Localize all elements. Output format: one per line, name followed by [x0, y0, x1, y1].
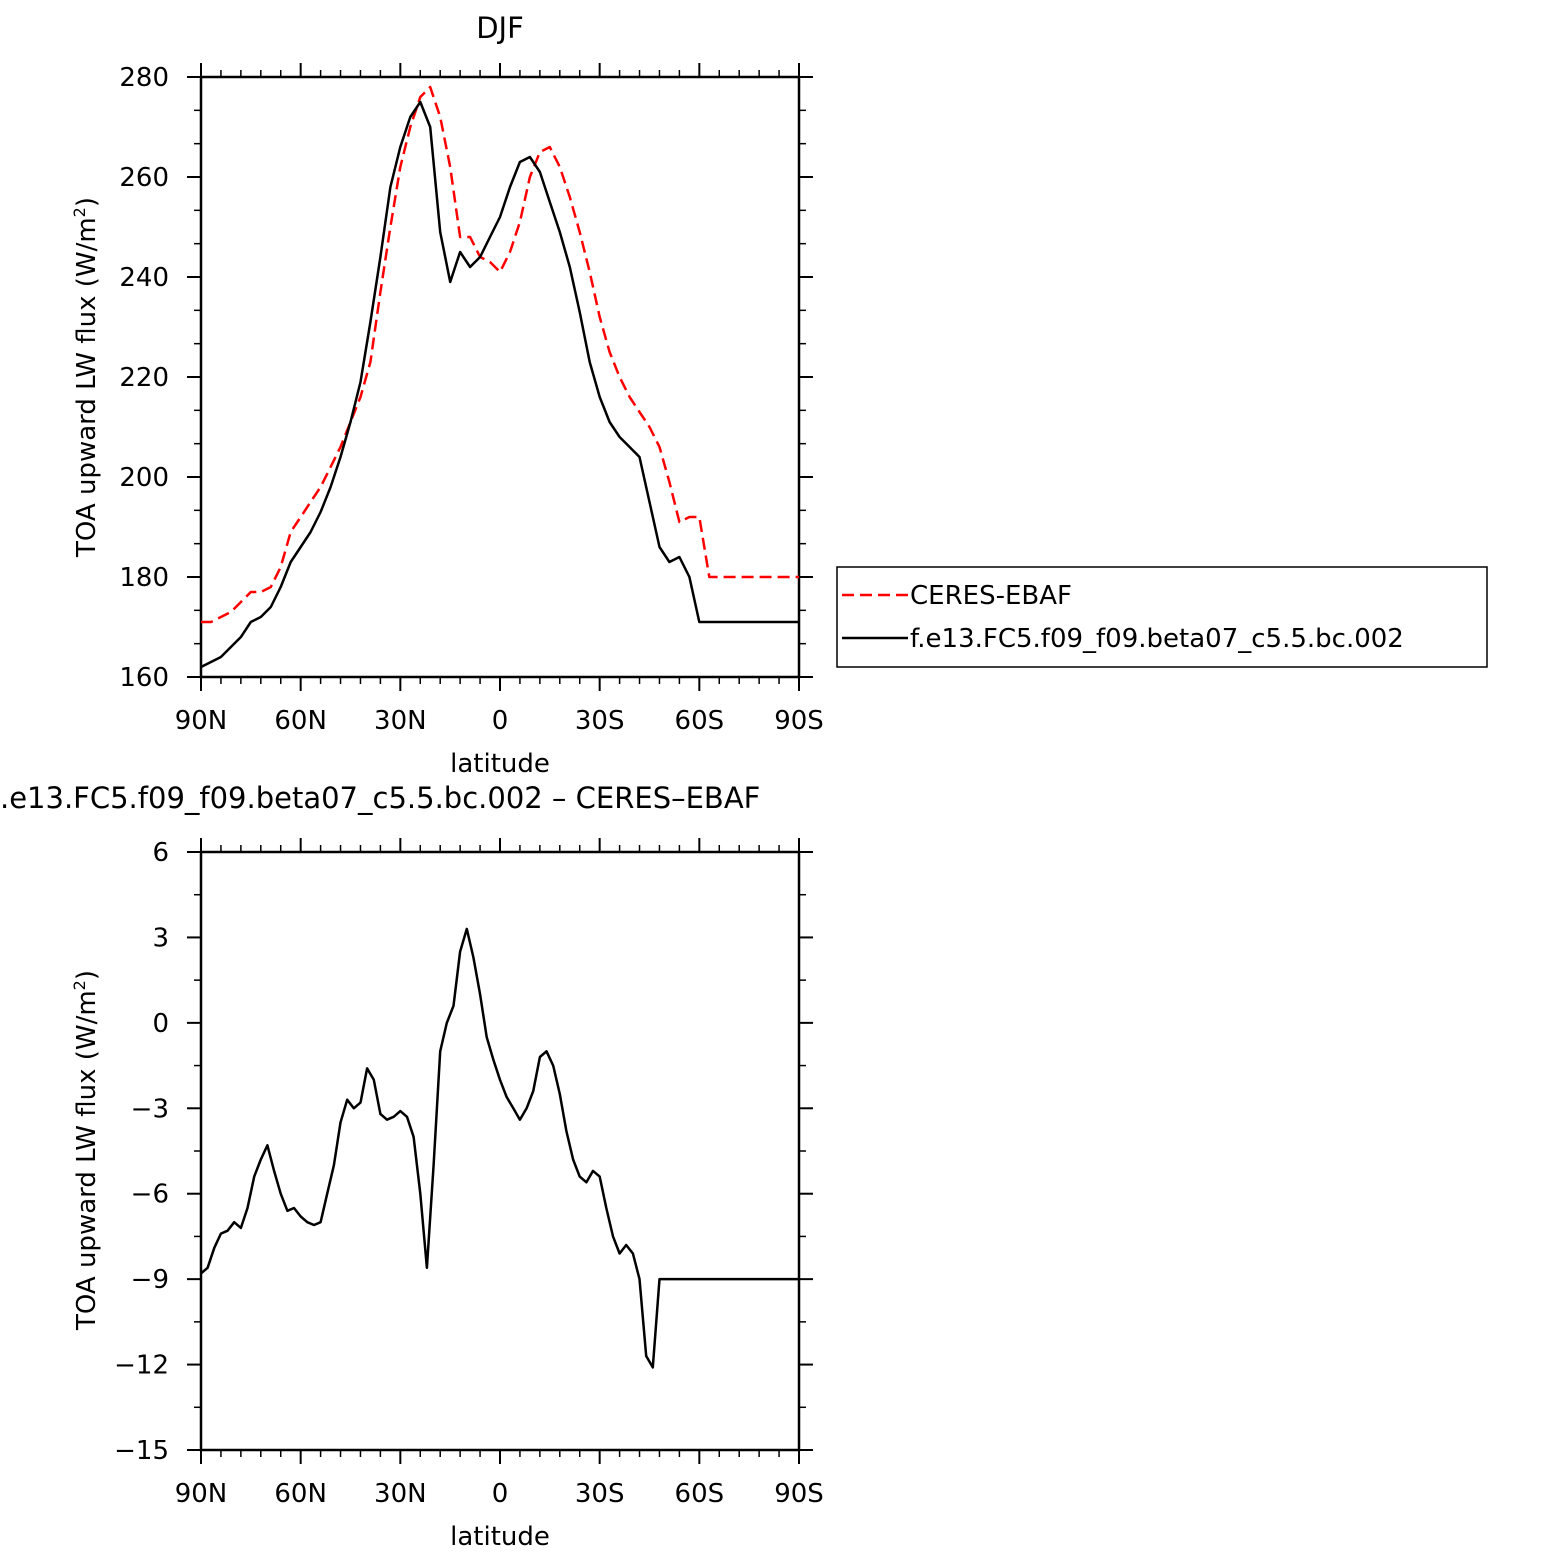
x-tick-label: 0 — [492, 1479, 509, 1509]
legend-label-model: f.e13.FC5.f09_f09.beta07_c5.5.bc.002 — [910, 624, 1404, 654]
legend-label-ceres: CERES-EBAF — [910, 581, 1072, 611]
axis-ticks — [187, 63, 813, 691]
chart-title: .e13.FC5.f09_f09.beta07_c5.5.bc.002 – CE… — [0, 781, 760, 815]
x-tick-label: 30N — [374, 1479, 427, 1509]
legend-box — [836, 566, 1488, 668]
x-tick-label: 90S — [774, 1479, 824, 1509]
y-tick-label: −9 — [131, 1265, 169, 1295]
y-axis-label-main: TOA upward LW flux (W/m — [72, 217, 102, 558]
plot-frame — [199, 75, 801, 679]
x-tick-label: 90S — [774, 706, 824, 736]
y-tick-label: −12 — [114, 1351, 169, 1381]
legend: CERES-EBAF f.e13.FC5.f09_f09.beta07_c5.5… — [836, 566, 1488, 668]
y-axis-label-main: TOA upward LW flux (W/m — [72, 990, 102, 1331]
y-tick-labels: −15 −12 −9 −6 −3 0 3 6 — [114, 838, 169, 1466]
y-axis-label-close: ) — [72, 197, 102, 207]
y-axis-label-superscript: 2 — [70, 980, 89, 990]
y-tick-label: −6 — [131, 1180, 169, 1210]
x-tick-label: 60S — [675, 1479, 725, 1509]
y-axis-label-close: ) — [72, 970, 102, 980]
series-line-0 — [201, 85, 799, 624]
y-tick-label: 220 — [119, 363, 169, 393]
x-axis-label: latitude — [450, 749, 550, 779]
y-tick-label: −15 — [114, 1436, 169, 1466]
top-chart: DJF 160 180 200 220 240 260 280 90N 60N 30N 0 30S 6… — [70, 11, 824, 779]
x-tick-label: 90N — [175, 1479, 228, 1509]
series-lines — [200, 927, 799, 1369]
x-tick-label: 30N — [374, 706, 427, 736]
y-tick-label: 0 — [152, 1009, 169, 1039]
bottom-chart: .e13.FC5.f09_f09.beta07_c5.5.bc.002 – CE… — [0, 781, 824, 1552]
series-line-1 — [200, 100, 799, 669]
y-axis-label: TOA upward LW flux (W/m2) — [70, 197, 102, 558]
x-tick-label: 30S — [575, 1479, 625, 1509]
y-tick-label: 6 — [152, 838, 169, 868]
y-tick-label: 260 — [119, 163, 169, 193]
x-tick-label: 30S — [575, 706, 625, 736]
difference-line — [200, 927, 799, 1369]
y-tick-label: −3 — [131, 1094, 169, 1124]
y-tick-label: 180 — [119, 563, 169, 593]
x-tick-label: 60N — [274, 706, 327, 736]
series-lines — [200, 85, 799, 669]
y-tick-label: 240 — [119, 263, 169, 293]
x-tick-labels: 90N 60N 30N 0 30S 60S 90S — [175, 706, 824, 736]
plot-frame — [199, 850, 801, 1452]
y-axis-label-superscript: 2 — [70, 207, 89, 217]
y-tick-label: 280 — [119, 63, 169, 93]
x-tick-label: 60S — [675, 706, 725, 736]
y-tick-label: 200 — [119, 463, 169, 493]
x-tick-label: 0 — [492, 706, 509, 736]
x-axis-label: latitude — [450, 1522, 550, 1552]
y-tick-label: 160 — [119, 663, 169, 693]
axis-ticks — [187, 838, 813, 1464]
chart-title: DJF — [476, 11, 524, 45]
y-axis-label: TOA upward LW flux (W/m2) — [70, 970, 102, 1331]
y-tick-labels: 160 180 200 220 240 260 280 — [119, 63, 169, 693]
y-tick-label: 3 — [152, 923, 169, 953]
x-tick-label: 90N — [175, 706, 228, 736]
x-tick-label: 60N — [274, 1479, 327, 1509]
x-tick-labels: 90N 60N 30N 0 30S 60S 90S — [175, 1479, 824, 1509]
